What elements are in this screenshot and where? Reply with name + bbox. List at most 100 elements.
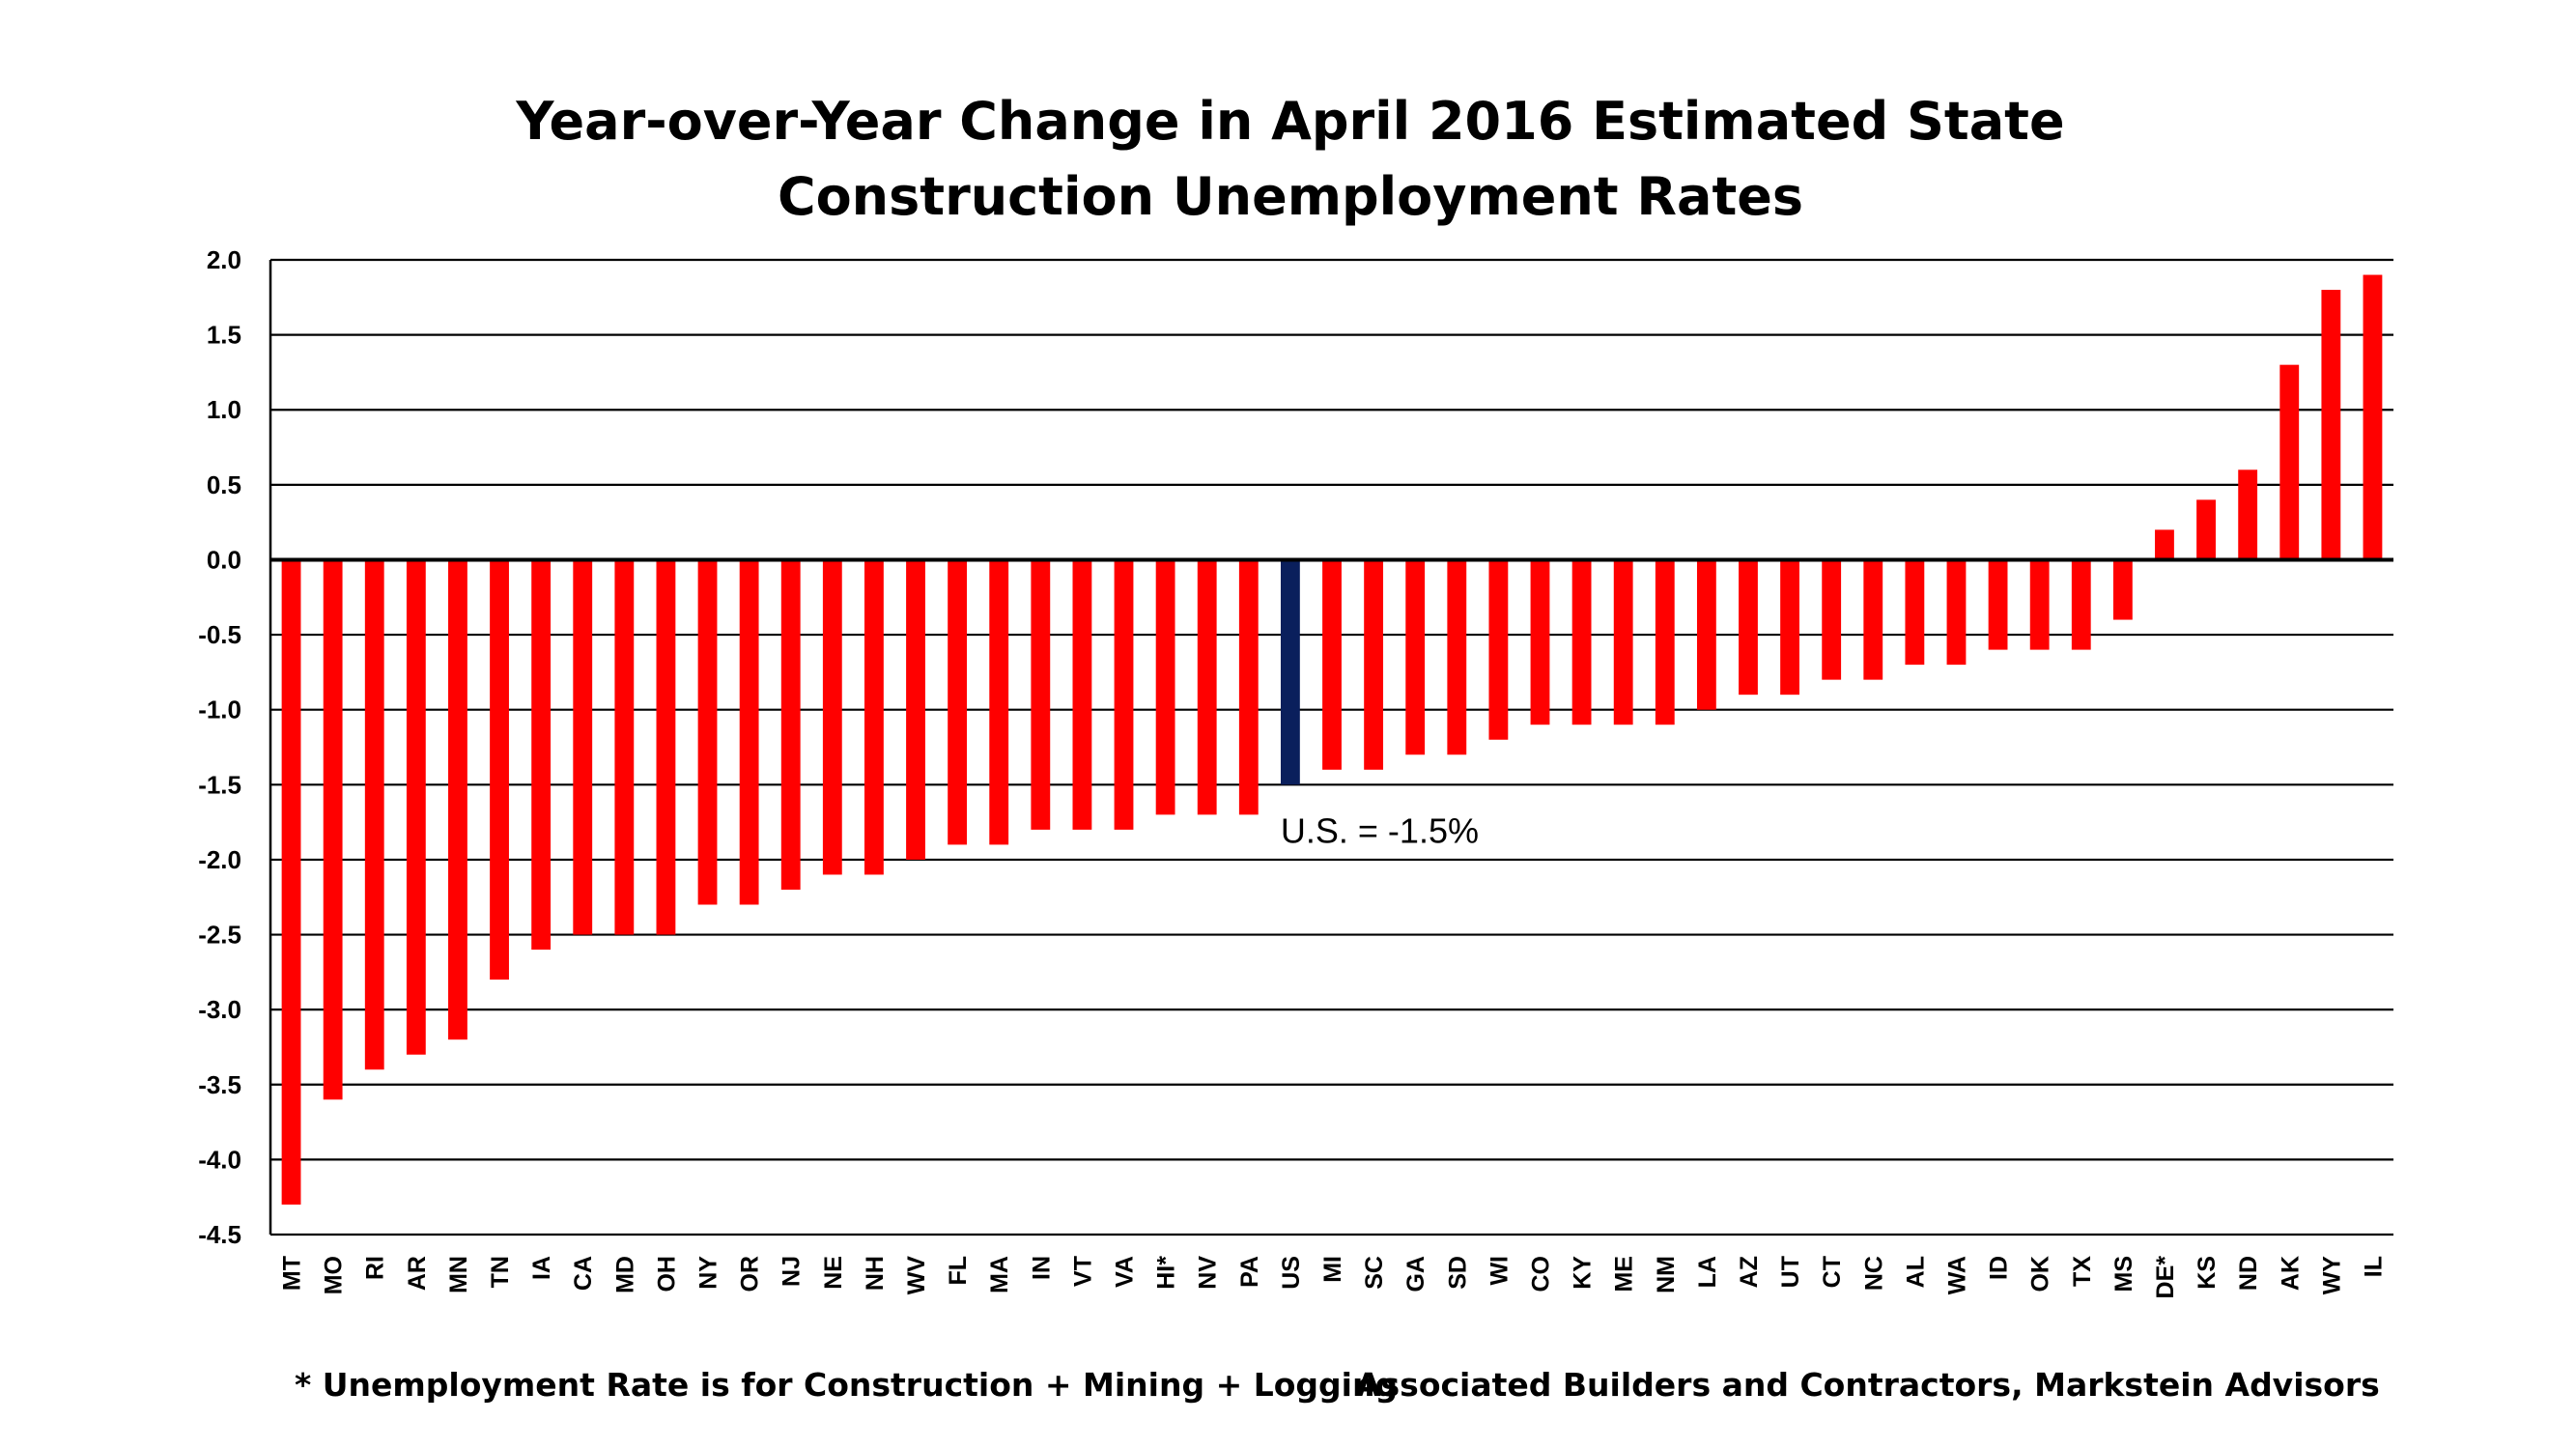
x-tick-label: AZ (1736, 1256, 1763, 1288)
y-tick-label: -0.5 (198, 620, 241, 649)
y-axis-ticks: 2.0 1.5 1.0 0.5 0.0 -0.5 -1.0 -1.5 -2.0 -2.5 -3.0 -… (198, 245, 241, 1249)
y-tick-label: -2.0 (198, 845, 241, 874)
bar-wi (1488, 559, 1509, 740)
x-tick-label: UT (1777, 1256, 1804, 1288)
x-tick-label: WI (1486, 1256, 1513, 1286)
x-tick-label: GA (1402, 1256, 1430, 1293)
x-tick-label: WA (1943, 1256, 1970, 1294)
bar-fl (948, 559, 968, 845)
x-tick-label: NM (1653, 1256, 1680, 1293)
x-tick-label: SD (1444, 1256, 1471, 1290)
x-tick-label: NH (862, 1256, 889, 1291)
x-tick-label: KS (2194, 1256, 2221, 1290)
x-tick-label: TN (487, 1256, 514, 1288)
x-tick-label: SC (1361, 1256, 1388, 1290)
bar-hi (1155, 559, 1175, 815)
bar-de (2155, 529, 2174, 560)
x-tick-label: HI* (1153, 1256, 1180, 1290)
bar-ia (531, 559, 552, 951)
bar-ma (989, 559, 1009, 845)
bar-mt (281, 559, 301, 1205)
bar-ca (573, 559, 593, 935)
y-tick-label: -3.0 (198, 995, 241, 1024)
bar-co (1530, 559, 1550, 725)
bar-md (614, 559, 635, 935)
bar-ok (2029, 559, 2050, 650)
bar-wa (1946, 559, 1967, 666)
x-tick-label: CA (570, 1256, 597, 1291)
y-tick-label: 0.0 (207, 545, 241, 574)
bar-ak (2279, 364, 2300, 560)
x-tick-label: MA (986, 1256, 1013, 1293)
x-tick-label: WV (903, 1256, 930, 1295)
x-tick-label: PA (1236, 1256, 1263, 1288)
bar-nj (780, 559, 801, 890)
bar-mo (323, 559, 343, 1100)
chart-title-line-2: Construction Unemployment Rates (778, 166, 1803, 227)
bar-nv (1197, 559, 1217, 815)
bar-ks (2196, 499, 2216, 560)
x-tick-label: LA (1694, 1256, 1721, 1288)
bar-ms (2112, 559, 2133, 620)
x-tick-label: KY (1570, 1256, 1597, 1290)
x-tick-label: TX (2069, 1256, 2096, 1287)
bar-ny (697, 559, 718, 905)
bar-me (1613, 559, 1633, 725)
bar-ri (364, 559, 384, 1070)
bar-pa (1238, 559, 1259, 815)
y-tick-label: -1.5 (198, 770, 241, 799)
footnote-left: * Unemployment Rate is for Construction … (295, 1366, 1398, 1404)
bar-al (1905, 559, 1925, 666)
bar-sc (1364, 559, 1384, 770)
bar-nm (1655, 559, 1675, 725)
x-axis-ticks: MT MO RI AR MN TN IA CA MD OH NY OR NJ NE NH WV FL MA IN VT… (279, 1256, 2388, 1299)
y-tick-label: 1.0 (207, 395, 241, 424)
bar-wy (2321, 290, 2341, 560)
bar-tx (2071, 559, 2091, 650)
x-tick-label: MD (611, 1256, 638, 1293)
bar-tn (490, 559, 509, 980)
bar-in (1031, 559, 1051, 830)
x-tick-label: ME (1611, 1256, 1638, 1293)
bar-ga (1405, 559, 1426, 755)
x-tick-label: FL (945, 1256, 972, 1286)
x-tick-label: MO (321, 1256, 348, 1294)
x-tick-label: AK (2277, 1256, 2304, 1291)
y-tick-label: 2.0 (207, 245, 241, 274)
y-tick-label: -3.5 (198, 1070, 241, 1099)
bar-ar (406, 559, 426, 1055)
x-tick-label: NY (695, 1256, 722, 1290)
bar-id (1988, 559, 2008, 650)
x-tick-label: MS (2110, 1256, 2137, 1293)
bars (281, 274, 2383, 1205)
bar-nd (2238, 469, 2258, 560)
x-tick-label: RI (362, 1256, 389, 1280)
bar-va (1114, 559, 1134, 830)
bar-nc (1863, 559, 1883, 680)
x-tick-label: VT (1069, 1256, 1096, 1287)
footnote-right: Associated Builders and Contractors, Mar… (1356, 1366, 2380, 1404)
bar-az (1739, 559, 1758, 696)
x-tick-label: VA (1112, 1256, 1139, 1288)
y-tick-label: -1.0 (198, 696, 241, 724)
bar-sd (1447, 559, 1467, 755)
x-tick-label: IN (1028, 1256, 1055, 1280)
y-tick-label: 1.5 (207, 321, 241, 350)
bar-ct (1822, 559, 1842, 680)
chart-title-line-1: Year-over-Year Change in April 2016 Esti… (515, 91, 2064, 152)
bar-or (739, 559, 759, 905)
x-tick-label: OR (737, 1256, 764, 1293)
x-tick-label: NJ (778, 1256, 806, 1287)
x-tick-label: IA (528, 1256, 555, 1280)
bar-ne (822, 559, 842, 875)
y-tick-label: 0.5 (207, 470, 241, 499)
x-tick-label: AR (404, 1256, 431, 1291)
x-tick-label: MI (1319, 1256, 1346, 1283)
bar-nh (864, 559, 884, 875)
x-tick-label: CO (1527, 1256, 1554, 1293)
x-tick-label: MN (445, 1256, 472, 1293)
bar-oh (656, 559, 676, 935)
x-tick-label: IL (2360, 1256, 2387, 1277)
bar-us (1280, 559, 1300, 785)
